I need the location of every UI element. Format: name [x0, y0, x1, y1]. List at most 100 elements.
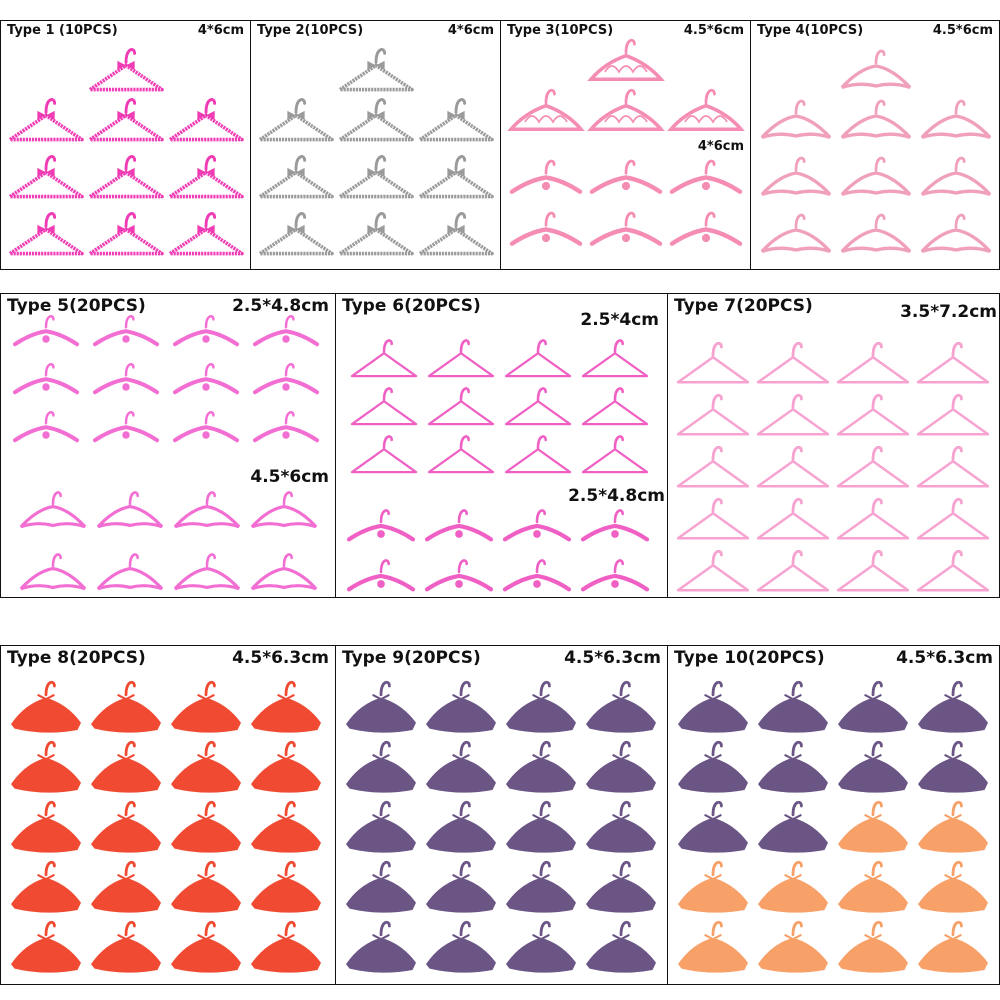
- hanger: [346, 559, 416, 592]
- hanger: [581, 435, 649, 474]
- size-label: 4*6cm: [447, 23, 494, 38]
- panel-title: Type 1 (10PCS): [7, 23, 118, 38]
- hanger: [88, 155, 164, 199]
- hanger: [424, 559, 494, 592]
- hanger: [678, 920, 748, 973]
- hanger: [916, 549, 990, 592]
- hanger: [758, 740, 828, 793]
- panel-title: Type 6(20PCS): [342, 296, 481, 316]
- hanger: [669, 159, 743, 194]
- hanger: [250, 491, 318, 529]
- hanger: [587, 38, 665, 81]
- hanger: [88, 212, 164, 256]
- hanger: [756, 549, 830, 592]
- sub-size-label: 4*6cm: [697, 139, 744, 154]
- hanger: [581, 387, 649, 426]
- hanger: [252, 315, 320, 347]
- panel-title: Type 5(20PCS): [7, 296, 146, 316]
- hanger: [91, 680, 161, 733]
- hanger: [504, 435, 572, 474]
- hanger: [91, 920, 161, 973]
- hanger: [589, 159, 663, 194]
- hanger: [168, 98, 244, 142]
- hanger: [916, 445, 990, 488]
- hanger: [667, 88, 745, 131]
- hanger: [346, 920, 416, 973]
- hanger: [918, 740, 988, 793]
- hanger: [678, 740, 748, 793]
- hanger: [916, 341, 990, 384]
- hanger: [426, 800, 496, 853]
- hanger: [171, 920, 241, 973]
- hanger: [918, 920, 988, 973]
- hanger: [502, 559, 572, 592]
- hanger: [586, 920, 656, 973]
- hanger: [676, 445, 750, 488]
- hanger-photo: [8, 48, 244, 256]
- hanger: [836, 393, 910, 436]
- hanger-photo: [760, 49, 992, 254]
- hanger: [918, 800, 988, 853]
- hanger: [506, 860, 576, 913]
- hanger: [427, 339, 495, 378]
- hanger: [168, 155, 244, 199]
- sub-size-label: 2.5*4.8cm: [568, 486, 665, 506]
- hanger: [836, 549, 910, 592]
- hanger: [171, 800, 241, 853]
- hanger: [586, 860, 656, 913]
- hanger: [838, 920, 908, 973]
- hanger: [506, 680, 576, 733]
- hanger: [916, 393, 990, 436]
- panel-title: Type 7(20PCS): [674, 296, 813, 316]
- panel-title: Type 2(10PCS): [257, 23, 364, 38]
- hanger: [338, 212, 414, 256]
- hanger-photo: [346, 680, 656, 973]
- hanger: [756, 497, 830, 540]
- hanger: [838, 740, 908, 793]
- hanger: [11, 740, 81, 793]
- hanger: [920, 156, 992, 197]
- hanger: [418, 98, 494, 142]
- hanger: [171, 680, 241, 733]
- hanger: [251, 920, 321, 973]
- hanger: [507, 88, 585, 131]
- hanger: [918, 680, 988, 733]
- panel-type-4: Type 4(10PCS) 4.5*6cm: [750, 20, 1000, 270]
- size-label: 4.5*6cm: [683, 23, 744, 38]
- hanger: [8, 98, 84, 142]
- hanger: [836, 445, 910, 488]
- size-label: 4.5*6.3cm: [896, 648, 993, 668]
- panel-title: Type 9(20PCS): [342, 648, 481, 668]
- hanger: [758, 860, 828, 913]
- hanger: [509, 159, 583, 194]
- panel-type-5: Type 5(20PCS) 2.5*4.8cm 4.5*6cm: [0, 293, 336, 598]
- hanger: [91, 740, 161, 793]
- hanger: [346, 680, 416, 733]
- hanger: [12, 363, 80, 395]
- hanger: [251, 800, 321, 853]
- hanger: [840, 213, 912, 254]
- hanger-photo: [678, 680, 988, 973]
- hanger: [760, 213, 832, 254]
- hanger: [173, 553, 241, 591]
- hanger: [760, 156, 832, 197]
- hanger: [88, 98, 164, 142]
- hanger: [251, 680, 321, 733]
- hanger: [758, 800, 828, 853]
- hanger: [92, 363, 160, 395]
- panel-title: Type 10(20PCS): [674, 648, 825, 668]
- hanger: [918, 860, 988, 913]
- hanger: [426, 860, 496, 913]
- hanger: [11, 680, 81, 733]
- hanger: [427, 435, 495, 474]
- hanger-photo: [507, 38, 745, 246]
- hanger: [172, 363, 240, 395]
- hanger: [12, 411, 80, 443]
- hanger: [676, 549, 750, 592]
- hanger: [252, 363, 320, 395]
- hanger: [338, 48, 414, 92]
- hanger: [88, 48, 164, 92]
- hanger: [11, 860, 81, 913]
- hanger: [760, 99, 832, 140]
- hanger: [756, 341, 830, 384]
